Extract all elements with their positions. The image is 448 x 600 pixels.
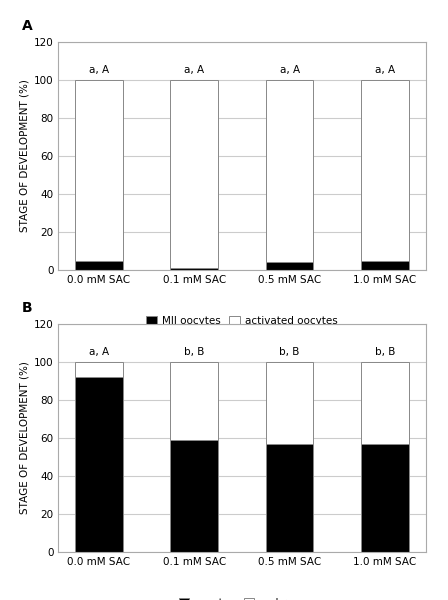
Bar: [361, 260, 409, 270]
Bar: [266, 80, 314, 262]
Text: a, A: a, A: [184, 65, 204, 75]
Bar: [75, 362, 123, 377]
Legend: zygotes, embryos: zygotes, embryos: [179, 598, 305, 600]
Text: B: B: [22, 301, 32, 315]
Bar: [361, 362, 409, 444]
Bar: [266, 362, 314, 444]
Bar: [75, 377, 123, 552]
Legend: MII oocytes, activated oocytes: MII oocytes, activated oocytes: [146, 316, 337, 326]
Bar: [170, 80, 218, 268]
Bar: [170, 440, 218, 552]
Text: b, B: b, B: [280, 347, 300, 357]
Bar: [361, 80, 409, 260]
Text: a, A: a, A: [280, 65, 300, 75]
Bar: [266, 444, 314, 552]
Bar: [75, 260, 123, 270]
Text: a, A: a, A: [375, 65, 395, 75]
Text: a, A: a, A: [89, 65, 109, 75]
Bar: [266, 262, 314, 270]
Y-axis label: STAGE OF DEVELOPMENT (%): STAGE OF DEVELOPMENT (%): [19, 362, 30, 514]
Bar: [75, 80, 123, 260]
Text: b, B: b, B: [375, 347, 395, 357]
Bar: [170, 268, 218, 270]
Y-axis label: STAGE OF DEVELOPMENT (%): STAGE OF DEVELOPMENT (%): [19, 80, 30, 232]
Text: b, B: b, B: [184, 347, 204, 357]
Text: a, A: a, A: [89, 347, 109, 357]
Bar: [361, 444, 409, 552]
Bar: [170, 362, 218, 440]
Text: A: A: [22, 19, 32, 33]
